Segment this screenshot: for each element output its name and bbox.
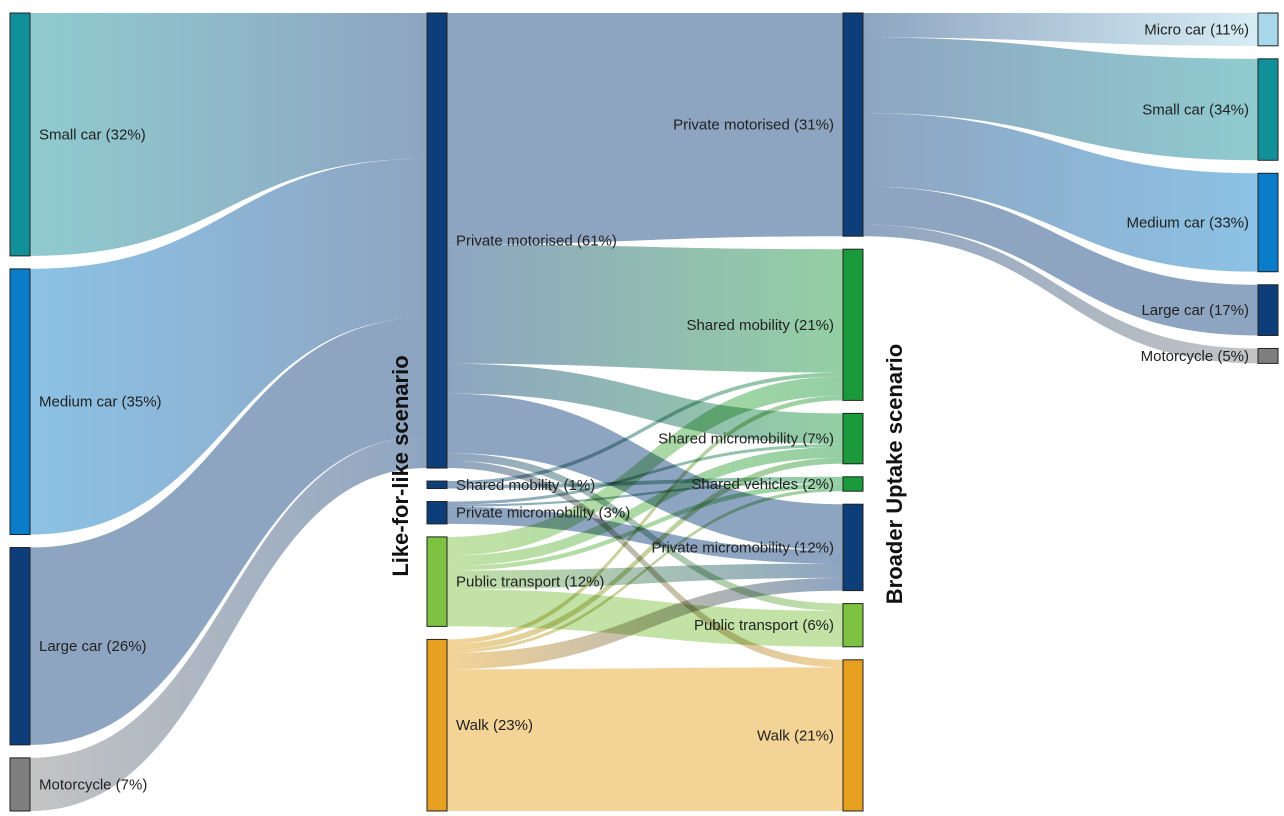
link-l_private_motorised-to-b_shared_mobility — [447, 244, 843, 373]
link-l_private_micromobility-to-b_shared_vehicles — [447, 480, 843, 507]
node-b_shared_vehicles — [842, 476, 864, 492]
nodes-layer — [9, 12, 1279, 812]
node-label-b_shared_vehicles: Shared vehicles (2%) — [691, 476, 834, 493]
node-f_medium_car — [1257, 172, 1279, 273]
node-l_private_micromobility — [426, 501, 448, 525]
link-b_private_motorised-to-f_medium_car — [863, 113, 1258, 272]
node-label-s1_small_car: Small car (32%) — [39, 126, 146, 143]
node-b_public_transport — [842, 603, 864, 648]
node-label-f_micro_car: Micro car (11%) — [1144, 21, 1249, 38]
labels-layer: Small car (32%) Medium car (35%) Large car… — [39, 21, 1249, 793]
link-s1_medium_car-to-l_private_motorised — [30, 158, 427, 535]
node-label-b_public_transport: Public transport (6%) — [694, 617, 834, 634]
links-layer — [30, 13, 1258, 811]
node-label-b_shared_micromobility: Shared micromobility (7%) — [658, 431, 834, 448]
link-l_private_motorised-to-b_walk — [447, 460, 843, 668]
link-l_walk-to-b_private_micromobility — [447, 577, 843, 670]
node-f_micro_car — [1257, 12, 1279, 47]
node-l_shared_mobility — [426, 480, 448, 490]
node-label-l_shared_mobility: Shared mobility (1%) — [456, 477, 595, 494]
link-s1_motorcycle-to-l_private_motorised — [30, 436, 427, 811]
node-b_shared_mobility — [842, 248, 864, 401]
node-b_private_micromobility — [842, 503, 864, 592]
node-f_motorcycle — [1257, 347, 1279, 364]
link-l_walk-to-b_shared_mobility — [447, 395, 843, 644]
link-l_private_motorised-to-b_private_motorised — [447, 13, 843, 245]
node-label-b_private_micromobility: Private micromobility (12%) — [651, 539, 834, 556]
stage-title-broader-uptake: Broader Uptake scenario — [882, 344, 907, 604]
link-b_private_motorised-to-f_small_car — [863, 37, 1258, 161]
link-l_walk-to-b_shared_vehicles — [447, 488, 843, 653]
link-b_private_motorised-to-f_micro_car — [863, 13, 1258, 46]
link-l_public_transport-to-b_shared_mobility — [447, 376, 843, 556]
node-label-l_walk: Walk (23%) — [456, 717, 533, 734]
node-s1_medium_car — [9, 268, 31, 536]
node-label-s1_motorcycle: Motorcycle (7%) — [39, 776, 147, 793]
link-l_public_transport-to-b_private_micromobility — [447, 563, 843, 590]
node-label-l_public_transport: Public transport (12%) — [456, 574, 604, 591]
node-l_public_transport — [426, 536, 448, 627]
node-s1_motorcycle — [9, 757, 31, 812]
node-b_walk — [842, 659, 864, 812]
node-f_small_car — [1257, 58, 1279, 161]
link-l_walk-to-b_walk — [447, 667, 843, 811]
link-s1_small_car-to-l_private_motorised — [30, 13, 427, 256]
node-f_large_car — [1257, 284, 1279, 336]
link-b_private_motorised-to-f_motorcycle — [863, 224, 1258, 364]
node-label-f_motorcycle: Motorcycle (5%) — [1141, 348, 1249, 365]
node-label-s1_medium_car: Medium car (35%) — [39, 394, 162, 411]
node-label-f_small_car: Small car (34%) — [1142, 102, 1249, 119]
node-l_walk — [426, 638, 448, 812]
node-label-b_private_motorised: Private motorised (31%) — [673, 117, 834, 134]
node-label-f_large_car: Large car (17%) — [1141, 302, 1249, 319]
node-l_private_motorised — [426, 12, 448, 469]
node-label-f_medium_car: Medium car (33%) — [1126, 215, 1249, 232]
link-l_public_transport-to-b_shared_micromobility — [447, 447, 843, 566]
node-label-l_private_motorised: Private motorised (61%) — [456, 233, 617, 250]
link-b_private_motorised-to-f_large_car — [863, 186, 1258, 336]
node-label-b_shared_mobility: Shared mobility (21%) — [686, 317, 834, 334]
node-s1_large_car — [9, 547, 31, 746]
node-b_shared_micromobility — [842, 412, 864, 465]
node-label-s1_large_car: Large car (26%) — [39, 638, 147, 655]
node-label-b_walk: Walk (21%) — [757, 727, 834, 744]
link-l_shared_mobility-to-b_shared_mobility — [447, 372, 843, 485]
link-s1_large_car-to-l_private_motorised — [30, 317, 427, 745]
stage-title-like-for-like: Like-for-like scenario — [388, 355, 413, 576]
link-l_walk-to-b_shared_micromobility — [447, 457, 843, 650]
node-label-l_private_micromobility: Private micromobility (3%) — [456, 505, 630, 522]
node-s1_small_car — [9, 12, 31, 257]
node-b_private_motorised — [842, 12, 864, 237]
link-l_public_transport-to-b_shared_vehicles — [447, 483, 843, 571]
